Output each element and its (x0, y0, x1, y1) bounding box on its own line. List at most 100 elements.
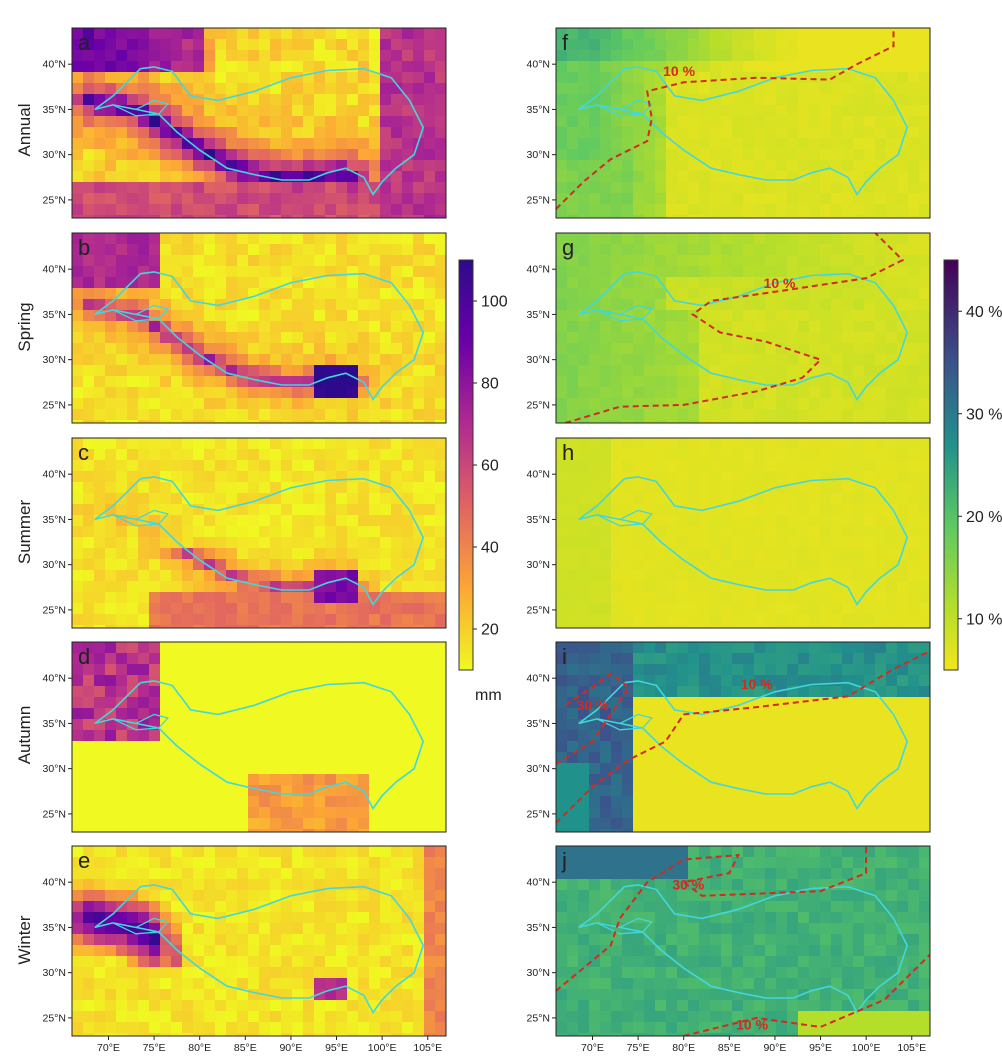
row-labels: Annual Spring Summer Autumn Winter (15, 104, 34, 965)
panel-j-contour-2 (683, 953, 930, 1036)
panel-letter-g: g (562, 235, 574, 260)
panel-g-frame (555, 232, 931, 424)
panel-d: 25°N 30°N 35°N 40°N d (43, 641, 447, 833)
panel-letter-d: d (78, 644, 90, 669)
panel-letter-i: i (562, 644, 567, 669)
map-panels: 25°N 30°N 35°N 40°N a 10 % 25°N 30°N 35°N 40°N f 25… (43, 27, 931, 1054)
lat-tick-label: 35°N (43, 718, 66, 730)
ratio-colorbar-bar (943, 259, 959, 671)
lat-tick-label: 40°N (527, 59, 550, 71)
lat-tick-label: 25°N (527, 399, 550, 411)
panel-i-contour-2 (556, 672, 631, 765)
panel-j-contour-label: 10 % (736, 1017, 768, 1033)
panel-d-inner-boundary (112, 713, 170, 731)
colorbar-tick-label: 80 (481, 376, 499, 393)
colorbar-tick-label: 20 % (966, 509, 1002, 526)
lon-tick-label: 75°E (143, 1042, 166, 1054)
panel-i-contour-label: 30 % (577, 697, 609, 713)
panel-i-contour-label: 10 % (741, 676, 773, 692)
colorbar-tick-label: 30 % (966, 406, 1002, 423)
lat-tick-label: 35°N (527, 514, 550, 526)
lat-tick-label: 35°N (43, 514, 66, 526)
row-label-annual: Annual (15, 104, 34, 157)
lat-tick-label: 25°N (527, 1012, 550, 1024)
panel-e: 25°N 30°N 35°N 40°N 70°E 75°E 80°E 85°E 90°E 95°E… (43, 845, 447, 1054)
lon-tick-label: 90°E (763, 1042, 786, 1054)
lon-tick-label: 100°E (852, 1042, 881, 1054)
lat-tick-label: 35°N (527, 718, 550, 730)
lat-tick-label: 40°N (43, 59, 66, 71)
lat-tick-label: 30°N (527, 763, 550, 775)
panel-e-grid (72, 846, 446, 1036)
lon-tick-label: 80°E (672, 1042, 695, 1054)
lat-tick-label: 30°N (527, 149, 550, 161)
lat-tick-label: 25°N (43, 399, 66, 411)
precip-colorbar-bar (458, 259, 474, 671)
panel-letter-c: c (78, 440, 89, 465)
panel-h-inner-boundary (596, 509, 654, 527)
panel-i-inner-boundary (596, 713, 654, 731)
lat-tick-label: 40°N (527, 877, 550, 889)
colorbar-tick-label: 20 (481, 622, 499, 639)
lon-tick-label: 105°E (413, 1042, 442, 1054)
lat-tick-label: 35°N (527, 104, 550, 116)
lat-tick-label: 40°N (527, 673, 550, 685)
row-label-winter: Winter (15, 915, 34, 964)
lat-tick-label: 35°N (43, 922, 66, 934)
panel-g-inner-boundary (596, 304, 654, 322)
row-label-summer: Summer (15, 500, 34, 565)
lat-tick-label: 40°N (43, 469, 66, 481)
panel-j: 30 % 10 % 25°N 30°N 35°N 40°N 70°E 75°E 80°E 85°E… (527, 845, 931, 1054)
panel-f-contour-label: 10 % (663, 63, 695, 79)
precip-colorbar-ticks: 20 40 60 80 100 (473, 294, 508, 639)
lat-tick-label: 40°N (43, 673, 66, 685)
lat-tick-label: 35°N (43, 104, 66, 116)
lat-tick-label: 30°N (527, 967, 550, 979)
ratio-colorbar: 10 % 20 % 30 % 40 % (943, 259, 1002, 671)
panel-i-frame (555, 641, 931, 833)
colorbar-tick-label: 40 % (966, 304, 1002, 321)
panel-g-grid (556, 233, 930, 423)
lon-tick-label: 85°E (718, 1042, 741, 1054)
panel-e-inner-boundary (112, 917, 170, 935)
panel-letter-a: a (78, 30, 91, 55)
panel-i-contour (556, 650, 930, 824)
panel-c: 25°N 30°N 35°N 40°N c (43, 437, 447, 629)
panel-f: 10 % 25°N 30°N 35°N 40°N f (527, 27, 931, 219)
panel-f-grid (556, 28, 930, 218)
panel-f-inner-boundary (596, 99, 654, 117)
panel-letter-b: b (78, 235, 90, 260)
panel-f-contour (556, 28, 895, 210)
panel-d-frame (71, 641, 447, 833)
lat-tick-label: 40°N (527, 264, 550, 276)
row-label-autumn: Autumn (15, 706, 34, 765)
panel-c-grid (72, 438, 446, 628)
panel-g: 10 % 25°N 30°N 35°N 40°N g (527, 232, 931, 424)
lon-tick-label: 70°E (581, 1042, 604, 1054)
panel-i-grid (556, 642, 930, 832)
lat-tick-label: 25°N (527, 808, 550, 820)
precip-colorbar: 20 40 60 80 100 mm (458, 259, 508, 704)
panel-e-frame (71, 845, 447, 1037)
colorbar-tick-label: 100 (481, 294, 508, 311)
lat-tick-label: 25°N (43, 808, 66, 820)
lat-tick-label: 30°N (527, 354, 550, 366)
lat-tick-label: 35°N (527, 922, 550, 934)
panel-j-contour (556, 846, 868, 992)
precip-colorbar-unit: mm (475, 687, 502, 704)
lat-tick-label: 30°N (43, 354, 66, 366)
lat-tick-label: 25°N (43, 1012, 66, 1024)
lon-tick-label: 85°E (234, 1042, 257, 1054)
lon-tick-label: 90°E (279, 1042, 302, 1054)
panel-a-grid (72, 28, 446, 218)
panel-b-frame (71, 232, 447, 424)
lon-tick-label: 75°E (627, 1042, 650, 1054)
lat-tick-label: 30°N (43, 763, 66, 775)
lat-tick-label: 35°N (527, 309, 550, 321)
lon-tick-label: 100°E (368, 1042, 397, 1054)
lat-tick-label: 40°N (527, 469, 550, 481)
panel-letter-j: j (561, 848, 567, 873)
panel-j-frame (555, 845, 931, 1037)
lon-tick-label: 95°E (325, 1042, 348, 1054)
